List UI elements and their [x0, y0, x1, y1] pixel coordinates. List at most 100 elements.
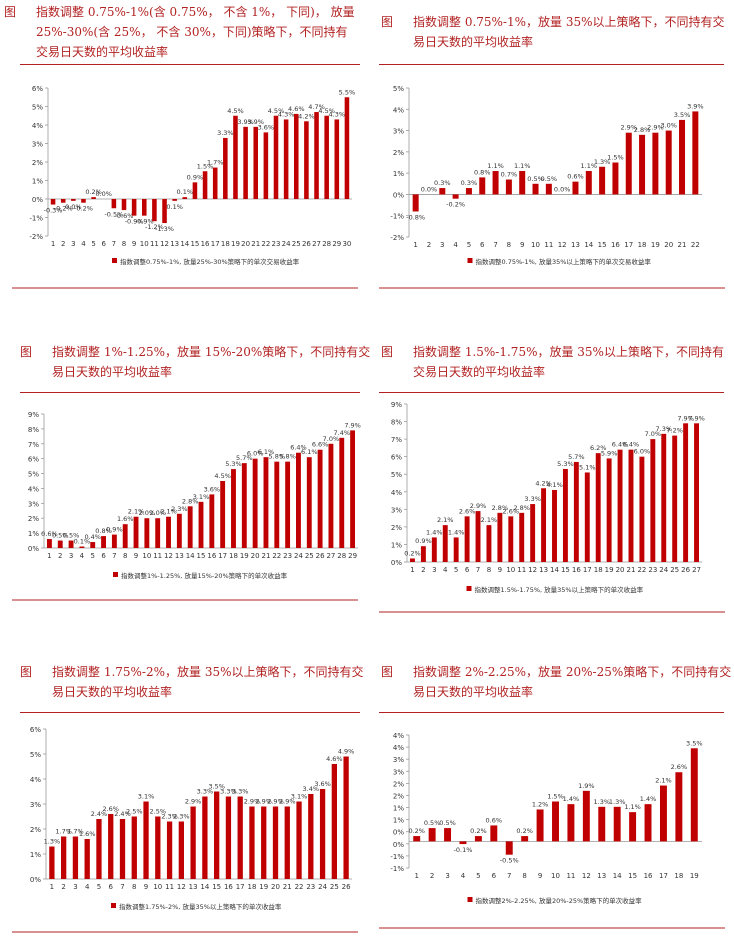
bar [225, 796, 232, 879]
x-tick-label: 10 [140, 240, 149, 248]
y-tick-label: 9% [391, 401, 402, 409]
data-label: 1.1% [624, 803, 641, 811]
bar [50, 199, 56, 205]
data-label: 0.6% [41, 530, 58, 538]
data-label: 5.5% [339, 88, 356, 96]
y-tick-label: 2% [32, 159, 43, 167]
bar [486, 525, 492, 562]
data-label: 0.8% [95, 527, 112, 535]
data-label: 0.2% [470, 827, 487, 835]
bar [214, 791, 220, 879]
x-tick-label: 19 [259, 883, 268, 891]
data-label: 0.0% [554, 185, 571, 193]
y-tick-label: 1% [32, 178, 43, 186]
data-label: 1.3% [594, 798, 611, 806]
x-tick-label: 4 [453, 241, 458, 249]
bar [273, 115, 279, 199]
bar [683, 423, 689, 562]
data-label: 2.9% [244, 798, 261, 806]
data-label: 2.8% [182, 497, 199, 505]
data-label: 2.1% [655, 777, 672, 785]
bar [81, 199, 86, 203]
data-label: 3.9% [687, 102, 704, 110]
x-tick-label: 2 [61, 883, 65, 891]
bar [79, 546, 85, 548]
bar [519, 171, 526, 195]
bar [465, 188, 472, 195]
bar [617, 449, 623, 562]
y-tick-label: 0% [393, 191, 404, 199]
bar [202, 171, 208, 199]
data-label: 3.1% [138, 793, 155, 801]
bar [536, 809, 544, 842]
x-tick-label: 16 [224, 883, 233, 891]
data-label: 4.5% [214, 472, 231, 480]
data-label: 2.5% [126, 808, 143, 816]
y-tick-label: -2% [29, 233, 43, 241]
y-tick-label: 1% [30, 851, 41, 859]
bar [661, 433, 667, 562]
bar [122, 524, 128, 548]
x-tick-label: 10 [153, 883, 162, 891]
x-tick-label: 1 [50, 883, 54, 891]
x-tick-label: 18 [638, 241, 647, 249]
data-label: 0.5% [541, 175, 558, 183]
data-label: 7.0% [323, 435, 340, 443]
y-tick-label: -1% [29, 215, 43, 223]
x-tick-label: 26 [316, 552, 325, 560]
bar [263, 132, 269, 199]
data-label: 4.3% [278, 110, 295, 118]
bar [209, 494, 215, 548]
data-label: 6.1% [301, 448, 318, 456]
x-tick-label: 21 [283, 883, 292, 891]
figure-caption: 图 指数调整 1.75%-2%，放量 35%以上策略下，不同持有交易日天数的平均… [20, 662, 365, 704]
data-label: 2.6% [102, 805, 119, 813]
figure-title: 指数调整 1%-1.25%，放量 15%-20%策略下，不同持有交易日天数的平均… [52, 345, 371, 379]
data-label: 2.4% [91, 810, 108, 818]
x-tick-label: 7 [112, 552, 116, 560]
x-tick-label: 19 [240, 552, 249, 560]
figure-title: 指数调整 0.75%-1%(含 0.75%， 不含 1%， 下同)， 放量 25… [36, 5, 355, 59]
data-label: 6.0% [247, 450, 264, 458]
x-tick-label: 4 [443, 566, 448, 574]
x-tick-label: 20 [616, 566, 625, 574]
bar [261, 806, 267, 879]
bar [585, 171, 592, 195]
y-tick-label: 6% [28, 456, 39, 464]
bar [90, 542, 96, 548]
x-tick-label: 9 [132, 240, 136, 248]
figure-title: 指数调整 1.5%-1.75%，放量 35%以上策略下，不同持有交易日天数的平均… [413, 345, 724, 379]
x-tick-label: 12 [164, 552, 173, 560]
x-tick-label: 5 [476, 872, 480, 880]
bar [306, 457, 312, 548]
x-tick-label: 23 [306, 883, 315, 891]
x-tick-label: 2 [61, 240, 65, 248]
figure-label: 图 [4, 5, 17, 19]
data-label: 1.5% [197, 162, 214, 170]
data-label: 4.5% [318, 107, 335, 115]
bar [679, 119, 686, 195]
y-tick-label: 4% [30, 776, 41, 784]
y-tick-label: 8% [391, 419, 402, 427]
x-tick-label: 18 [674, 872, 683, 880]
data-label: -0.8% [406, 213, 425, 221]
bar [659, 785, 667, 842]
figure-caption: 图 指数调整 1%-1.25%，放量 15%-20%策略下，不同持有交易日天数的… [20, 342, 370, 384]
x-tick-label: 22 [691, 241, 700, 249]
bar [71, 199, 76, 201]
x-tick-label: 17 [624, 241, 633, 249]
figure-caption: 图 指数调整 0.75%-1%，放量 35%以上策略下，不同持有交易日天数的平均… [381, 12, 731, 54]
data-label: 5.9% [601, 449, 618, 457]
data-label: 2.1% [128, 508, 145, 516]
bar [111, 199, 117, 209]
x-tick-label: 25 [330, 883, 339, 891]
x-tick-label: 2 [430, 872, 434, 880]
y-tick-label: 1% [393, 817, 404, 825]
x-tick-label: 17 [583, 566, 592, 574]
bar [68, 540, 74, 548]
x-tick-label: 5 [467, 241, 471, 249]
data-label: 0.5% [424, 819, 441, 827]
data-label: 6.6% [312, 441, 329, 449]
y-tick-label: 4% [393, 744, 404, 752]
bar [198, 501, 204, 548]
